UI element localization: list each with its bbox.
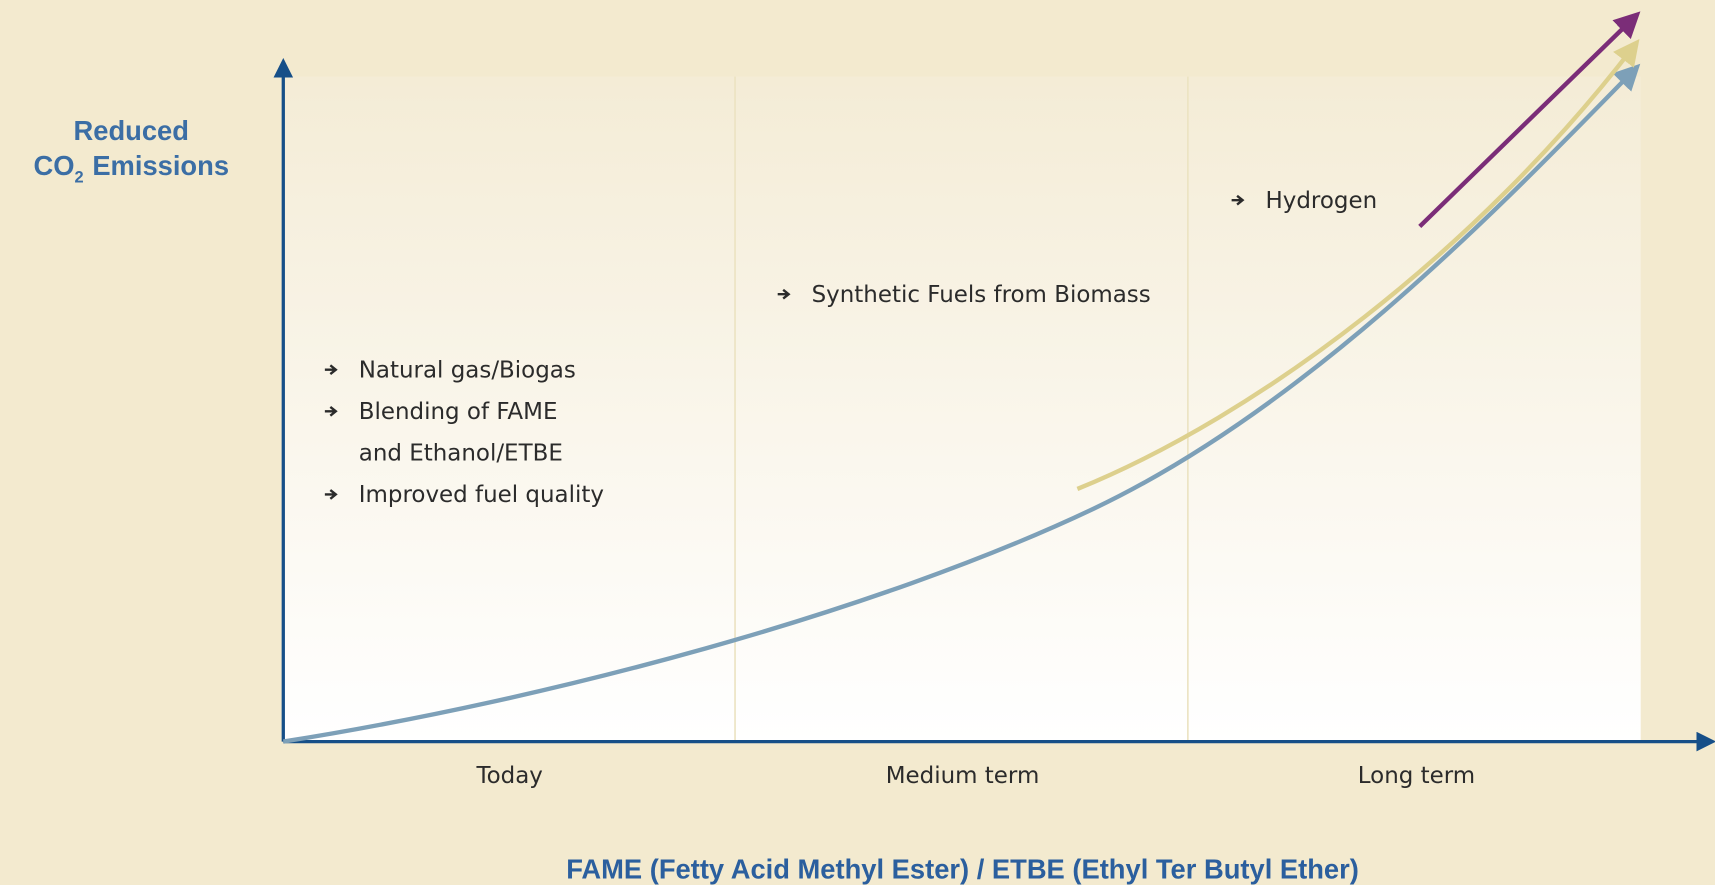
- curve-blue: [282, 63, 1641, 744]
- bullet-arrow: [324, 405, 338, 417]
- curve-purple: [1418, 11, 1641, 228]
- y-label-part: CO: [33, 150, 74, 181]
- bullet-arrow: [1231, 194, 1245, 206]
- y-label: CO2 Emissions: [33, 150, 229, 187]
- item-text: Synthetic Fuels from Biomass: [812, 282, 1151, 308]
- bullet-arrow: [777, 288, 791, 300]
- y-label-sub: 2: [74, 169, 83, 187]
- item-text: Hydrogen: [1266, 188, 1378, 214]
- panel: [283, 76, 1641, 742]
- item-text: and Ethanol/ETBE: [359, 440, 563, 466]
- column-label: Medium term: [886, 763, 1040, 789]
- footer: FAME (Fetty Acid Methyl Ester) / ETBE (E…: [566, 853, 1359, 884]
- bullet-arrow: [324, 489, 338, 500]
- y-label-part: Emissions: [92, 150, 229, 181]
- bullet-arrow: [324, 364, 338, 376]
- item-text: Natural gas/Biogas: [359, 357, 576, 383]
- column-label: Today: [476, 763, 543, 789]
- y-label: Reduced: [74, 115, 189, 146]
- column-label: Long term: [1358, 763, 1475, 789]
- curve-yellow: [1076, 38, 1640, 491]
- item-text: Improved fuel quality: [359, 482, 604, 508]
- item-text: Blending of FAME: [359, 399, 558, 425]
